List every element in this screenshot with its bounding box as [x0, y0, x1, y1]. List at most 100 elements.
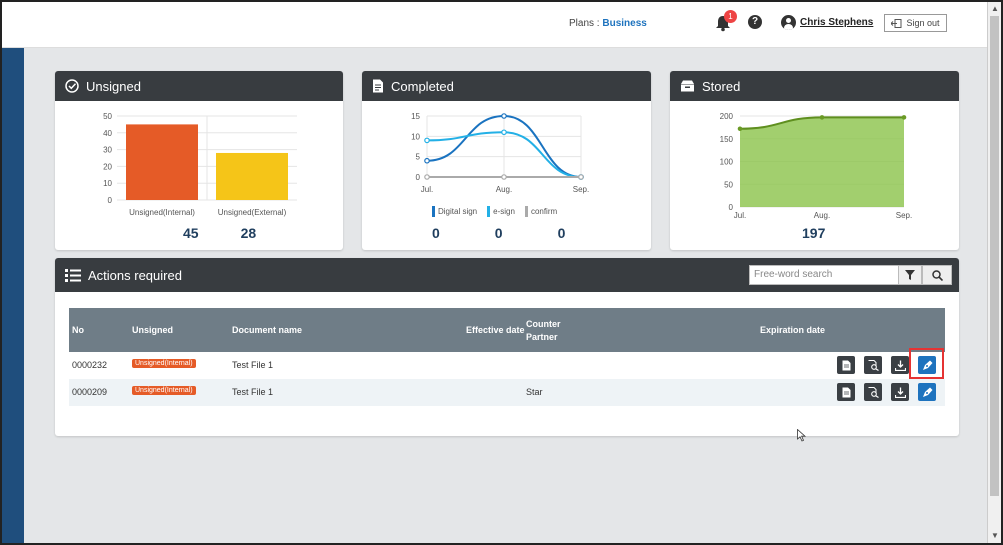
bar	[216, 152, 288, 200]
y-tick-label: 0	[416, 173, 421, 182]
unsigned-external-count: 28	[240, 225, 257, 241]
y-tick-label: 200	[720, 112, 734, 121]
top-bar: Plans : Business 1 ? Chris Stephens Sign…	[2, 2, 991, 48]
table-row[interactable]: 0000232 Unsigned(Internal) Test File 1	[69, 352, 945, 379]
actions-title: Actions required	[88, 267, 182, 283]
search-icon	[931, 269, 943, 281]
document-icon	[373, 79, 383, 93]
plan-info: Plans : Business	[569, 18, 647, 29]
status-badge: Unsigned(Internal)	[132, 359, 196, 368]
col-expiration-date[interactable]: Expiration date	[760, 325, 826, 335]
user-name-link[interactable]: Chris Stephens	[800, 17, 874, 28]
user-avatar-icon	[781, 15, 796, 30]
legend-e-sign: e-sign	[487, 206, 515, 217]
unsigned-card-header: Unsigned	[55, 71, 343, 101]
scroll-up-arrow-icon[interactable]: ▲	[991, 4, 999, 13]
table-header: No Unsigned Document name Effective date…	[69, 308, 945, 352]
download-icon	[894, 387, 906, 398]
digital-sign-count: 0	[432, 225, 440, 241]
scroll-thumb[interactable]	[990, 16, 999, 496]
unsigned-bar-chart: 0 10 20 30 40 50 Unsigned(Internal) Unsigned(Ex…	[103, 112, 297, 217]
unsigned-card-title: Unsigned	[86, 78, 141, 94]
signout-icon	[891, 18, 902, 28]
list-icon	[65, 268, 81, 282]
download-button[interactable]	[891, 383, 909, 401]
col-counter-partner[interactable]: Counter Partner	[526, 319, 561, 342]
row-no: 0000232	[72, 360, 108, 370]
completed-line-chart: 0 5 10 15 Jul. Aug. Sep.	[411, 112, 589, 194]
bar	[126, 124, 198, 200]
plan-name: Business	[602, 18, 647, 29]
e-sign-count: 0	[494, 225, 503, 241]
y-tick-label: 20	[103, 162, 112, 171]
document-icon	[842, 360, 850, 370]
highlight-box	[909, 348, 944, 379]
status-badge: Unsigned(Internal)	[132, 386, 196, 395]
row-document-name[interactable]: Test File 1	[232, 387, 274, 397]
data-point	[501, 129, 507, 136]
row-document-name[interactable]: Test File 1	[232, 360, 274, 370]
sign-button[interactable]	[918, 356, 936, 374]
completed-card-header: Completed	[362, 71, 651, 101]
filter-icon	[905, 270, 915, 280]
col-document-name[interactable]: Document name	[232, 325, 303, 335]
legend-confirm: confirm	[524, 206, 557, 217]
completed-card-title: Completed	[391, 78, 454, 94]
download-button[interactable]	[891, 356, 909, 374]
x-tick-label: Sep.	[573, 185, 589, 194]
data-point	[501, 174, 507, 180]
help-icon[interactable]: ?	[748, 15, 762, 29]
completed-counts: 0 0 0	[432, 225, 565, 241]
completed-card: Completed 0 5 10 15 Jul. Aug. Sep. Digital sig…	[362, 71, 651, 250]
scroll-down-arrow-icon[interactable]: ▼	[991, 531, 999, 540]
area-fill	[740, 117, 904, 207]
col-no[interactable]: No	[72, 325, 84, 335]
plans-label: Plans :	[569, 18, 600, 29]
search-input[interactable]: Free-word search	[749, 265, 899, 285]
y-tick-label: 5	[416, 153, 421, 162]
data-point	[901, 115, 907, 120]
stored-area-chart: 0 50 100 150 200 Jul. Aug. Sep.	[720, 112, 913, 220]
mouse-cursor-icon	[797, 429, 807, 442]
data-point	[424, 157, 430, 164]
unsigned-internal-count: 45	[183, 225, 199, 241]
archive-box-icon	[681, 80, 694, 92]
y-tick-label: 10	[411, 132, 420, 141]
data-point	[578, 174, 584, 180]
signout-button[interactable]: Sign out	[884, 14, 947, 32]
data-point	[737, 126, 743, 132]
data-point	[424, 137, 430, 144]
preview-icon	[868, 359, 879, 371]
view-document-button[interactable]	[837, 356, 855, 374]
pen-nib-icon	[922, 360, 932, 370]
y-tick-label: 50	[103, 112, 112, 121]
stored-card: Stored 0 50 100 150 200 Jul. Aug. Sep. 197	[670, 71, 959, 250]
notification-badge: 1	[724, 10, 737, 23]
col-unsigned[interactable]: Unsigned	[132, 325, 174, 335]
row-counter-partner: Star	[526, 387, 543, 397]
stored-total-count: 197	[802, 225, 826, 241]
completed-legend: Digital sign e-sign confirm	[432, 206, 557, 217]
table-row[interactable]: 0000209 Unsigned(Internal) Test File 1 S…	[69, 379, 945, 406]
preview-icon	[868, 386, 879, 398]
x-tick-label: Unsigned(Internal)	[129, 208, 195, 217]
y-tick-label: 0	[729, 203, 734, 212]
x-tick-label: Jul.	[734, 211, 746, 220]
y-tick-label: 40	[103, 129, 112, 138]
y-tick-label: 150	[720, 135, 734, 144]
view-document-button[interactable]	[837, 383, 855, 401]
preview-button[interactable]	[864, 383, 882, 401]
y-tick-label: 30	[103, 146, 112, 155]
preview-button[interactable]	[864, 356, 882, 374]
download-icon	[894, 360, 906, 371]
search-button[interactable]	[922, 265, 952, 285]
filter-button[interactable]	[898, 265, 922, 285]
y-tick-label: 15	[411, 112, 420, 121]
vertical-scrollbar[interactable]: ▲ ▼	[987, 2, 1001, 543]
document-icon	[842, 387, 850, 397]
col-effective-date[interactable]: Effective date	[466, 325, 525, 335]
sign-button[interactable]	[918, 383, 936, 401]
user-menu[interactable]: Chris Stephens	[781, 15, 873, 30]
pen-nib-icon	[922, 387, 932, 397]
